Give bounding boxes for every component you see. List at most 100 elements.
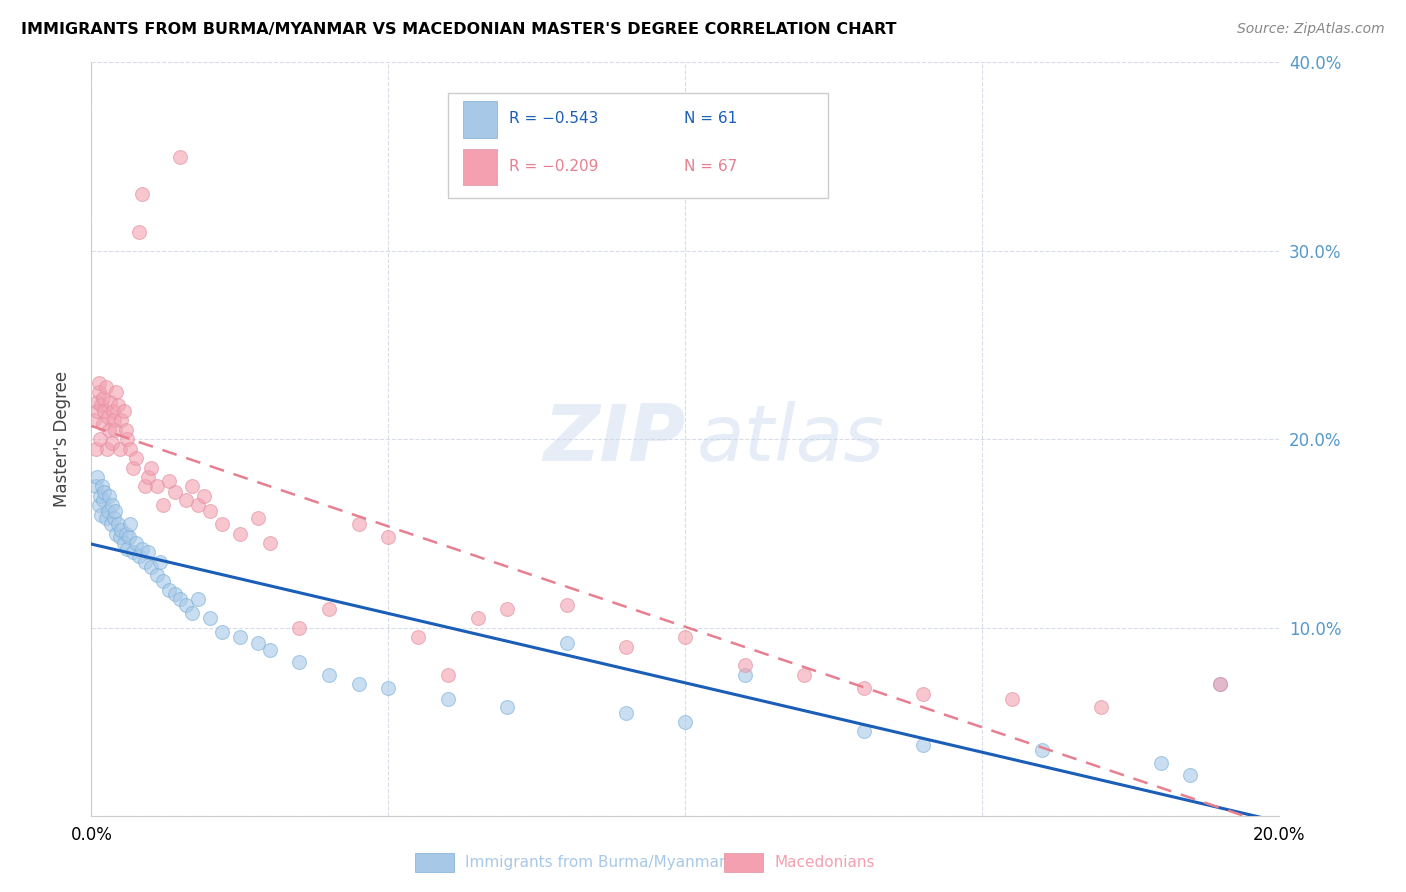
Point xyxy=(176,598,198,612)
Point xyxy=(115,526,138,541)
Point xyxy=(94,379,117,393)
Point xyxy=(259,643,281,657)
Point xyxy=(1090,699,1112,714)
Point xyxy=(157,583,180,598)
Point xyxy=(101,404,124,418)
Point xyxy=(555,598,578,612)
Point xyxy=(89,489,111,503)
Point xyxy=(187,592,209,607)
Point xyxy=(103,511,125,525)
Point xyxy=(84,442,107,456)
Point xyxy=(134,479,156,493)
Point xyxy=(122,545,145,559)
Point xyxy=(87,385,110,400)
Point xyxy=(614,706,637,720)
Point xyxy=(86,470,108,484)
Point xyxy=(318,668,340,682)
Point xyxy=(98,489,121,503)
Point xyxy=(91,479,114,493)
Point xyxy=(122,460,145,475)
Point xyxy=(1149,756,1171,771)
Point xyxy=(100,394,122,409)
Point xyxy=(377,530,399,544)
Point xyxy=(93,485,115,500)
Point xyxy=(103,413,125,427)
Point xyxy=(852,681,875,695)
Point xyxy=(107,517,129,532)
Point xyxy=(259,536,281,550)
Point xyxy=(86,394,108,409)
Text: ZIP: ZIP xyxy=(543,401,685,477)
Point xyxy=(108,530,131,544)
Point xyxy=(100,517,122,532)
Point xyxy=(347,677,370,691)
Point xyxy=(1001,692,1024,706)
Point xyxy=(139,460,162,475)
Point xyxy=(118,530,141,544)
Point xyxy=(105,526,128,541)
Point xyxy=(125,451,148,466)
Point xyxy=(145,479,167,493)
Point xyxy=(118,442,141,456)
Point xyxy=(496,699,519,714)
Point xyxy=(136,545,159,559)
Point xyxy=(1031,743,1053,757)
Point xyxy=(467,611,489,625)
Point xyxy=(793,668,815,682)
Point xyxy=(91,492,114,507)
Point xyxy=(377,681,399,695)
Point xyxy=(911,738,934,752)
Point xyxy=(163,485,186,500)
Point xyxy=(139,560,162,574)
Point xyxy=(229,630,252,644)
Point xyxy=(86,404,108,418)
Point xyxy=(97,504,120,518)
Point xyxy=(108,442,131,456)
Point xyxy=(614,640,637,654)
Text: Macedonians: Macedonians xyxy=(775,855,875,870)
Point xyxy=(436,668,458,682)
Point xyxy=(163,587,186,601)
Point xyxy=(131,541,153,556)
Point xyxy=(673,630,696,644)
Point xyxy=(115,423,138,437)
Point xyxy=(318,602,340,616)
Point xyxy=(200,504,222,518)
Point xyxy=(91,391,114,405)
Point xyxy=(98,423,121,437)
Point xyxy=(112,404,135,418)
Point xyxy=(83,413,105,427)
Point xyxy=(136,470,159,484)
Point xyxy=(97,409,120,424)
Point xyxy=(91,417,114,432)
Point xyxy=(673,714,696,729)
Point xyxy=(347,517,370,532)
Point xyxy=(110,523,132,537)
Point xyxy=(157,474,180,488)
Point xyxy=(734,658,756,673)
Point xyxy=(152,498,174,512)
Point xyxy=(200,611,222,625)
Text: atlas: atlas xyxy=(697,401,886,477)
Point xyxy=(181,606,204,620)
Point xyxy=(84,479,107,493)
Point xyxy=(1209,677,1232,691)
Point xyxy=(193,489,215,503)
Point xyxy=(115,541,138,556)
Point xyxy=(149,555,172,569)
Point xyxy=(100,436,122,450)
Point xyxy=(169,592,191,607)
Point xyxy=(169,150,191,164)
Point xyxy=(211,624,233,639)
Point xyxy=(406,630,429,644)
Point xyxy=(87,376,110,390)
Point xyxy=(89,433,111,447)
Point xyxy=(911,687,934,701)
Y-axis label: Master's Degree: Master's Degree xyxy=(52,371,70,508)
Point xyxy=(96,442,118,456)
Point xyxy=(128,225,150,239)
Point xyxy=(145,568,167,582)
Point xyxy=(1209,677,1232,691)
Point xyxy=(211,517,233,532)
Point xyxy=(104,504,127,518)
